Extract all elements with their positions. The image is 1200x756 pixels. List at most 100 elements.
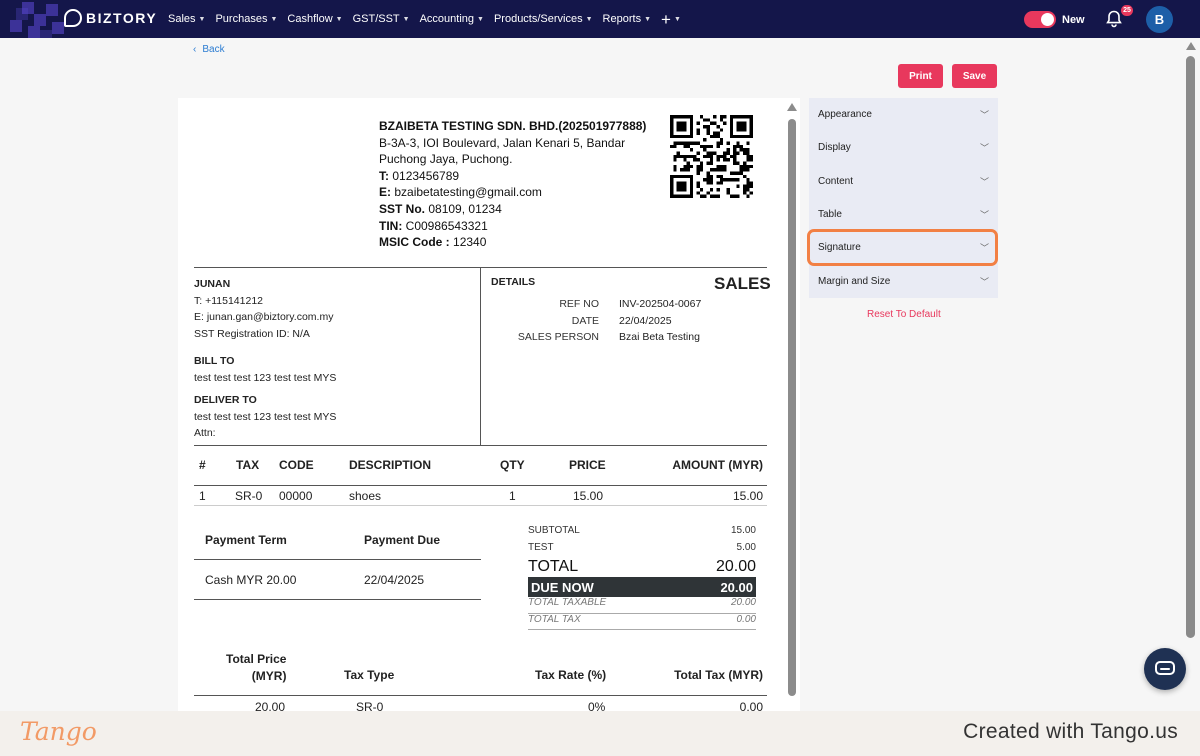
accordion-appearance[interactable]: Appearance ﹀ bbox=[809, 98, 998, 132]
print-button[interactable]: Print bbox=[898, 64, 943, 88]
nav-products-services[interactable]: Products/Services ▼ bbox=[494, 13, 593, 25]
details-block: REF NO INV-202504-0067 DATE 22/04/2025 SAL… bbox=[491, 296, 701, 346]
accordion-display[interactable]: Display ﹀ bbox=[809, 131, 998, 165]
chevron-down-icon: ▼ bbox=[198, 15, 206, 23]
total-tax-label: TOTAL TAX bbox=[528, 613, 581, 625]
company-tin: C00986543321 bbox=[405, 218, 488, 233]
ref-value: INV-202504-0067 bbox=[619, 298, 702, 310]
tin-label: TIN: bbox=[379, 218, 403, 233]
toggle-label: New bbox=[1062, 13, 1085, 26]
page-scroll-up-icon[interactable] bbox=[1186, 42, 1196, 50]
chevron-down-icon: ▼ bbox=[402, 15, 410, 23]
accordion-label: Content bbox=[818, 175, 854, 187]
accordion-content[interactable]: Content ﹀ bbox=[809, 164, 998, 198]
preview-scrollbar[interactable] bbox=[786, 103, 798, 703]
back-link[interactable]: ‹ Back bbox=[193, 44, 225, 55]
company-email: bzaibetatesting@gmail.com bbox=[394, 185, 542, 200]
salesperson-value: Bzai Beta Testing bbox=[619, 331, 700, 344]
payment-due-value: 22/04/2025 bbox=[364, 573, 425, 587]
bell-icon[interactable] bbox=[1104, 9, 1124, 29]
accordion-label: Signature bbox=[818, 242, 861, 254]
col-description: DESCRIPTION bbox=[349, 458, 432, 472]
click-highlight bbox=[807, 229, 998, 266]
col-code: CODE bbox=[279, 458, 314, 472]
total-taxable-label: TOTAL TAXABLE bbox=[528, 597, 607, 608]
company-block: BZAIBETA TESTING SDN. BHD.(202501977888)… bbox=[379, 118, 646, 251]
col-total-price-line1: Total Price bbox=[226, 652, 287, 666]
page-scrollbar-thumb[interactable] bbox=[1186, 56, 1195, 638]
chevron-down-icon: ﹀ bbox=[979, 176, 989, 187]
scroll-up-arrow-icon[interactable] bbox=[787, 103, 797, 111]
accordion-signature[interactable]: Signature ﹀ bbox=[809, 231, 998, 265]
brand-logo[interactable]: BIZTORY bbox=[64, 9, 157, 27]
toggle-switch[interactable] bbox=[1024, 11, 1056, 28]
divider bbox=[194, 445, 767, 446]
totals-block: SUBTOTAL 15.00 TEST 5.00 TOTAL 20.00 DUE NO… bbox=[528, 525, 756, 630]
tango-credit: Created with Tango.us bbox=[963, 720, 1178, 743]
divider bbox=[194, 599, 481, 600]
chevron-down-icon: ﹀ bbox=[979, 110, 989, 121]
tango-footer: Tango Created with Tango.us bbox=[0, 711, 1200, 756]
nav-purchases[interactable]: Purchases ▼ bbox=[215, 13, 277, 25]
nav-reports[interactable]: Reports ▼ bbox=[603, 13, 651, 25]
bill-to-address: test test test 123 test test MYS bbox=[194, 371, 337, 384]
reset-to-default-link[interactable]: Reset To Default bbox=[867, 309, 941, 320]
subtotal-label: SUBTOTAL bbox=[528, 525, 580, 536]
row-qty: 1 bbox=[509, 489, 516, 503]
salesperson-label: SALES PERSON bbox=[517, 331, 599, 344]
chevron-down-icon: ﹀ bbox=[979, 276, 989, 287]
sst-label: SST No. bbox=[379, 201, 426, 216]
col-total-price: Total Price (MYR) bbox=[226, 651, 286, 685]
template-settings-panel: Appearance ﹀ Display ﹀ Content ﹀ Table ﹀ Sig… bbox=[809, 98, 998, 298]
divider bbox=[194, 505, 767, 506]
company-msic: 12340 bbox=[453, 235, 487, 250]
attn-line: Attn: bbox=[194, 427, 216, 439]
date-label: DATE bbox=[571, 314, 599, 327]
company-address-line2: Puchong Jaya, Puchong. bbox=[379, 152, 513, 167]
nav-sales[interactable]: Sales ▼ bbox=[168, 13, 205, 25]
total-tax-value: 0.00 bbox=[736, 613, 756, 625]
row-total-price: 20.00 bbox=[255, 700, 286, 712]
biztory-logo-icon bbox=[64, 9, 82, 27]
total-label: TOTAL bbox=[528, 558, 579, 575]
row-tax: SR-0 bbox=[235, 489, 263, 503]
nav-accounting[interactable]: Accounting ▼ bbox=[420, 13, 484, 25]
company-address-line1: B-3A-3, IOI Boulevard, Jalan Kenari 5, B… bbox=[379, 135, 626, 150]
top-navbar: BIZTORY Sales ▼ Purchases ▼ Cashflow ▼ GST/… bbox=[0, 0, 1200, 38]
chevron-down-icon: ﹀ bbox=[979, 143, 989, 154]
nav-quick-add[interactable]: + ▼ bbox=[661, 11, 681, 28]
nav-label: GST/SST bbox=[352, 13, 400, 25]
chevron-down-icon: ▼ bbox=[335, 15, 343, 23]
accordion-label: Table bbox=[818, 209, 842, 221]
scrollbar-thumb[interactable] bbox=[788, 119, 796, 696]
msic-label: MSIC Code : bbox=[379, 235, 450, 250]
user-avatar[interactable]: B bbox=[1146, 6, 1173, 33]
new-ui-toggle[interactable]: New bbox=[1024, 11, 1085, 28]
chevron-down-icon: ▼ bbox=[585, 15, 593, 23]
chat-button[interactable] bbox=[1144, 648, 1186, 690]
payment-term-header: Payment Term bbox=[205, 533, 287, 547]
phone-label: T: bbox=[379, 168, 389, 183]
nav-label: Purchases bbox=[215, 13, 268, 25]
chevron-down-icon: ▼ bbox=[270, 15, 278, 23]
save-button[interactable]: Save bbox=[952, 64, 997, 88]
chevron-down-icon: ▼ bbox=[477, 15, 484, 23]
ref-label: REF NO bbox=[559, 298, 599, 310]
customer-email: E: junan.gan@biztory.com.my bbox=[194, 311, 334, 323]
col-amount: AMOUNT (MYR) bbox=[672, 458, 763, 472]
divider bbox=[194, 695, 767, 696]
divider bbox=[480, 267, 481, 445]
customer-name: JUNAN bbox=[194, 278, 231, 290]
test-label: TEST bbox=[528, 541, 554, 553]
chevron-left-icon: ‹ bbox=[193, 44, 197, 55]
accordion-table[interactable]: Table ﹀ bbox=[809, 197, 998, 232]
chat-icon bbox=[1155, 661, 1175, 675]
accordion-margin-size[interactable]: Margin and Size ﹀ bbox=[809, 264, 998, 298]
nav-gst-sst[interactable]: GST/SST ▼ bbox=[353, 13, 410, 25]
row-total-tax: 0.00 bbox=[739, 700, 763, 712]
col-tax-type: Tax Type bbox=[344, 668, 395, 682]
col-total-price-line2: (MYR) bbox=[251, 669, 287, 683]
subtotal-value: 15.00 bbox=[730, 525, 756, 536]
date-value: 22/04/2025 bbox=[619, 314, 672, 327]
nav-cashflow[interactable]: Cashflow ▼ bbox=[287, 13, 342, 25]
